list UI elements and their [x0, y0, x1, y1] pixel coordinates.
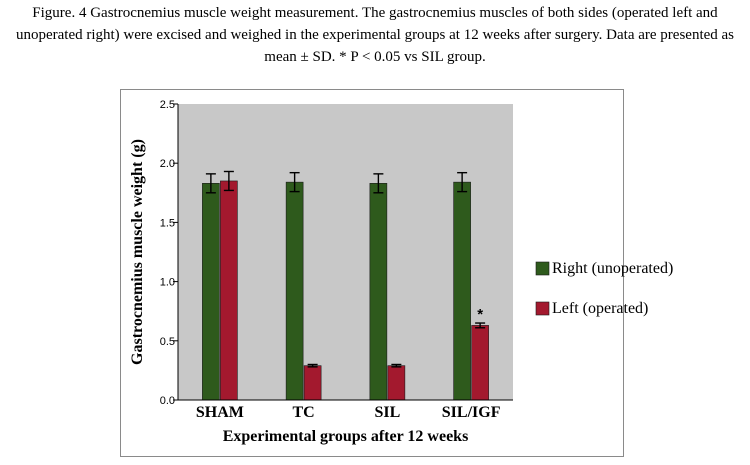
- bar-group: [285, 171, 322, 401]
- y-axis: 0.0 0.5 1.0 1.5 2.0 2.5: [160, 99, 179, 407]
- y-tick-label: 0.0: [160, 395, 175, 407]
- bar: [387, 365, 406, 401]
- bar: [202, 183, 220, 401]
- legend-label: Right (unoperated): [552, 260, 673, 277]
- legend-item: Right (unoperated): [535, 260, 673, 277]
- figure-frame: [120, 89, 624, 457]
- x-tick-label: TC: [293, 404, 315, 421]
- x-axis-title: Experimental groups after 12 weeks: [223, 428, 469, 445]
- bars: *: [202, 170, 489, 401]
- legend: Right (unoperated) Left (operated): [535, 260, 673, 317]
- legend-label: Left (operated): [552, 300, 648, 317]
- y-tick-label: 1.0: [160, 277, 175, 289]
- x-tick-label: SIL/IGF: [442, 404, 501, 421]
- x-tick-label: SHAM: [196, 404, 244, 421]
- y-tick-label: 2.0: [160, 158, 175, 170]
- y-tick-label: 0.5: [160, 336, 175, 348]
- legend-item: Left (operated): [535, 300, 648, 317]
- y-axis-title: Gastrocnemius muscle weight (g): [129, 139, 146, 365]
- x-tick-label: SIL: [374, 404, 400, 421]
- legend-swatch: [535, 261, 550, 276]
- bar-group: [453, 171, 489, 401]
- legend-swatch: [535, 301, 550, 316]
- bar: [220, 180, 238, 401]
- bar: [285, 181, 304, 401]
- bar: [369, 183, 388, 401]
- bar: [303, 365, 322, 401]
- x-axis: SHAM TC SIL SIL/IGF: [178, 399, 513, 421]
- figure-caption: Figure. 4 Gastrocnemius muscle weight me…: [15, 5, 735, 65]
- significance-marker: *: [477, 306, 483, 323]
- bar: [471, 325, 489, 401]
- bar: [453, 181, 471, 401]
- bar-group: [202, 170, 238, 401]
- y-tick-label: 2.5: [160, 99, 175, 111]
- bar-group: [369, 173, 406, 401]
- y-tick-label: 1.5: [160, 217, 175, 229]
